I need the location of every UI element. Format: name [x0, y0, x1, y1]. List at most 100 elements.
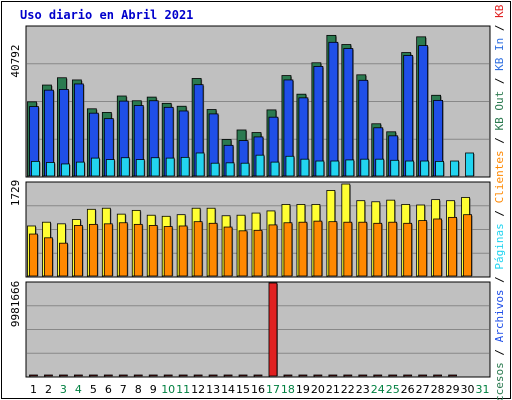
panel-clientes-kb-out [25, 181, 491, 278]
bar-kb-out-day-19 [298, 221, 308, 277]
bar-paginas-day-21 [330, 160, 340, 177]
bar-paginas-day-17 [270, 161, 280, 177]
bar-kb-f-day-16 [253, 374, 263, 377]
bar-kb-out-day-5 [88, 223, 98, 277]
bar-kb-f-day-14 [223, 374, 233, 377]
bar-shadow [225, 376, 234, 377]
bar-kb-f-day-1 [29, 374, 38, 377]
bar-kb-out-day-1 [29, 233, 38, 277]
bar-paginas-day-23 [360, 158, 370, 177]
bar-archivos-day-20 [313, 66, 324, 177]
x-axis-day-labels: 1 2 3 4 5 6 7 8 9 10 11 12 13 14 15 16 17 18 19 20 21 22 23 24 2… [30, 383, 490, 396]
legend-part-1: / [493, 342, 506, 362]
y-max-label-bottom: 9981666 [9, 281, 22, 327]
day-label-8: 8 [135, 383, 142, 396]
bar-shadow [299, 376, 308, 377]
bar-shadow [374, 376, 383, 377]
bar-shadow [359, 376, 368, 377]
bar-shadow [45, 376, 54, 377]
bar-kb-out-day-28 [433, 218, 443, 277]
day-label-17: 17 [266, 383, 280, 396]
bar-paginas-day-27 [420, 160, 430, 177]
day-label-12: 12 [191, 383, 205, 396]
bar-kb-f-day-6 [103, 374, 113, 377]
bar-paginas-day-24 [375, 158, 385, 177]
bar-shadow [389, 376, 398, 377]
bar-kb-f-day-27 [418, 374, 428, 377]
bar-archivos-day-3 [59, 89, 69, 177]
bar-kb-out-day-14 [223, 226, 233, 277]
bar-paginas-day-2 [46, 162, 55, 177]
bar-archivos-day-27 [418, 45, 429, 177]
bar-kb-f-day-12 [193, 374, 203, 377]
day-label-6: 6 [105, 383, 112, 396]
legend-part-2: Archivos [493, 289, 506, 342]
bar-shadow [90, 376, 99, 377]
bar-shadow [404, 376, 413, 377]
legend-part-11: / [493, 18, 506, 38]
bar-shadow [195, 376, 204, 377]
bar-kb-f-day-11 [178, 374, 188, 377]
day-label-10: 10 [161, 383, 175, 396]
bar-shadow [284, 376, 293, 377]
bar-paginas-day-29 [450, 160, 459, 177]
bar-shadow [30, 376, 39, 377]
panel-accesos-archivos-paginas [25, 25, 491, 178]
bar-kb-f-day-24 [373, 374, 383, 377]
day-label-22: 22 [341, 383, 355, 396]
bar-paginas-day-30 [465, 152, 474, 177]
bar-kb-out-day-20 [313, 220, 323, 277]
legend-part-3: / [493, 270, 506, 290]
legend-part-4: Páginas [493, 223, 506, 269]
bar-paginas-day-14 [225, 162, 235, 177]
bar-kb-out-day-13 [208, 222, 218, 277]
day-label-13: 13 [206, 383, 220, 396]
bar-shadow [419, 376, 428, 377]
bar-paginas-day-8 [135, 159, 145, 177]
bar-kb-out-day-27 [418, 220, 428, 277]
bar-kb-out-day-30 [463, 214, 472, 277]
bar-kb-f-day-13 [208, 374, 218, 377]
bar-paginas-day-13 [210, 162, 220, 177]
bar-kb-out-day-10 [163, 226, 173, 277]
bar-paginas-day-15 [240, 162, 250, 177]
bar-kb-out-day-29 [448, 216, 457, 277]
bar-kb-out-day-15 [238, 230, 248, 277]
bar-paginas-day-28 [435, 160, 445, 177]
bar-shadow [314, 376, 323, 377]
day-label-27: 27 [416, 383, 430, 396]
bar-archivos-day-21 [328, 41, 339, 177]
bar-paginas-day-26 [405, 160, 415, 177]
bar-kb-f-day-19 [298, 374, 308, 377]
bar-kb-f-day-22 [343, 374, 353, 377]
bar-kb-f-day-28 [433, 374, 443, 377]
bar-paginas-day-6 [105, 159, 115, 177]
bar-kb-f-day-18 [283, 374, 293, 377]
bar-kb-f-day-3 [59, 374, 68, 377]
legend-part-12: KB F [493, 0, 506, 18]
day-label-23: 23 [356, 383, 370, 396]
vertical-legend: Accesos / Archivos / Páginas / Clientes … [493, 0, 506, 400]
bar-kb-f-day-25 [388, 374, 398, 377]
bar-kb-f-day-7 [118, 374, 128, 377]
day-label-29: 29 [446, 383, 460, 396]
bar-shadow [449, 376, 458, 377]
bar-kb-out-day-11 [178, 225, 188, 277]
bar-paginas-day-9 [150, 157, 160, 177]
bar-paginas-day-19 [300, 158, 310, 177]
bar-kb-f-day-20 [313, 374, 323, 377]
bar-kb-out-day-23 [358, 221, 368, 277]
day-label-14: 14 [221, 383, 235, 396]
legend-part-10: KB In [493, 38, 506, 71]
bar-shadow [135, 376, 144, 377]
day-label-2: 2 [45, 383, 52, 396]
legend-part-7: / [493, 130, 506, 150]
bar-paginas-day-1 [31, 160, 40, 177]
bar-shadow [240, 376, 249, 377]
day-label-24: 24 [371, 383, 385, 396]
day-label-25: 25 [386, 383, 400, 396]
bar-kb-f-day-17 [268, 282, 278, 377]
bar-kb-out-day-6 [103, 223, 113, 277]
bar-kb-f-day-15 [238, 374, 248, 377]
